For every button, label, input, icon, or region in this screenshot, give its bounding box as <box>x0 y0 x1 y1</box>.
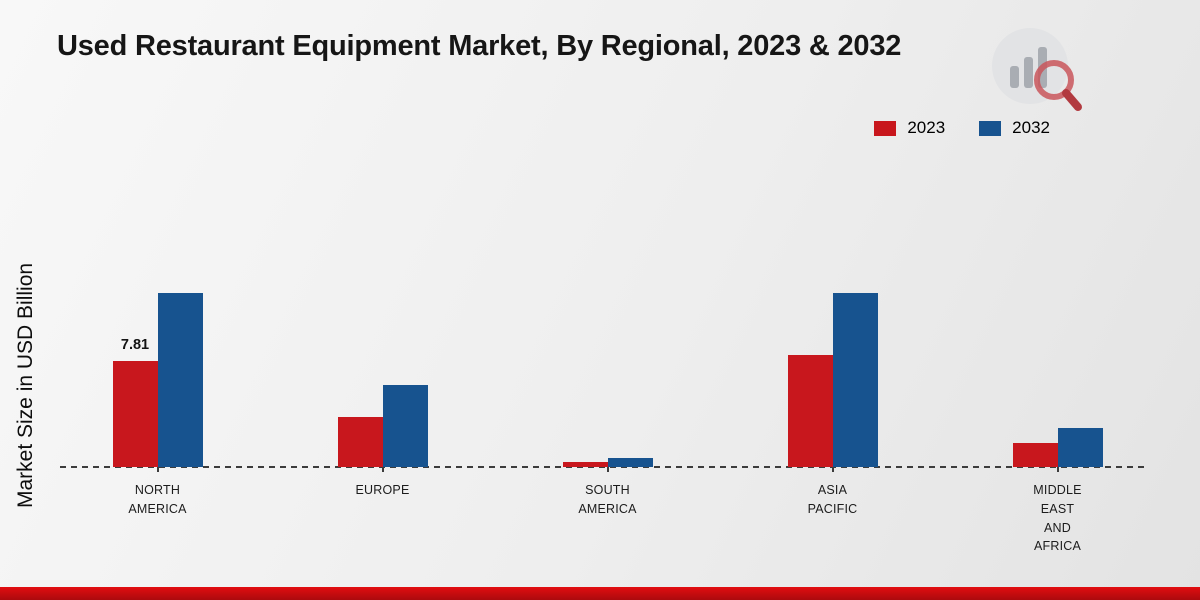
bar-pair-europe <box>337 167 428 467</box>
legend-label-2032: 2032 <box>1012 118 1050 137</box>
axis-tick <box>381 467 384 472</box>
bar-2032-south-america <box>607 458 653 467</box>
bar-groups: 7.81 NORTH AMERICA EUROPE SOUTH AMERICA ASIA PA… <box>45 167 1170 556</box>
bar-pair-asia-pacific <box>787 167 878 467</box>
bar-pair-south-america <box>562 167 653 467</box>
axis-tick <box>156 467 159 472</box>
bar-2032-middle-east-and-africa <box>1057 428 1103 467</box>
bar-group-asia-pacific: ASIA PACIFIC <box>720 167 945 556</box>
category-label-europe: EUROPE <box>355 483 410 497</box>
brand-logo <box>992 28 1082 111</box>
bar-2023-europe <box>337 417 383 467</box>
legend-swatch-2023 <box>874 120 897 136</box>
bar-2023-middle-east-and-africa <box>1012 442 1058 467</box>
chart-title: Used Restaurant Equipment Market, By Reg… <box>57 30 902 62</box>
category-label-asia-pacific: ASIA PACIFIC <box>807 483 858 516</box>
bar-pair-north-america: 7.81 <box>112 167 203 467</box>
x-axis-baseline <box>60 466 1148 468</box>
bar-group-europe: EUROPE <box>270 167 495 556</box>
magnifier-icon <box>1034 60 1074 100</box>
bar-2023-south-america <box>562 462 608 467</box>
magnifier-handle-icon <box>1062 89 1082 111</box>
axis-tick <box>1056 467 1059 472</box>
legend-item-2023: 2023 <box>874 118 945 138</box>
bar-group-north-america: 7.81 NORTH AMERICA <box>45 167 270 556</box>
legend-swatch-2032 <box>979 120 1002 136</box>
plot-area: 7.81 NORTH AMERICA EUROPE SOUTH AMERICA ASIA PA… <box>45 167 1170 556</box>
y-axis-label: Market Size in USD Billion <box>14 262 37 508</box>
axis-tick <box>606 467 609 472</box>
footer-accent-strip <box>0 587 1200 600</box>
category-label-south-america: SOUTH AMERICA <box>578 483 637 516</box>
logo-bar-icon <box>1024 57 1033 88</box>
bar-group-south-america: SOUTH AMERICA <box>495 167 720 556</box>
category-label-middle-east-and-africa: MIDDLE EAST AND AFRICA <box>1033 483 1082 554</box>
logo-bar-icon <box>1010 66 1019 88</box>
bar-2023-asia-pacific <box>787 355 833 467</box>
category-label-north-america: NORTH AMERICA <box>128 483 187 516</box>
legend-label-2023: 2023 <box>907 118 946 137</box>
bar-2023-north-america: 7.81 <box>112 337 158 467</box>
legend-item-2032: 2032 <box>979 118 1050 138</box>
bar-2032-north-america <box>157 292 203 467</box>
bar-2032-europe <box>382 385 428 467</box>
bar-2032-asia-pacific <box>832 292 878 467</box>
bar-group-middle-east-and-africa: MIDDLE EAST AND AFRICA <box>945 167 1170 556</box>
bar-value-label: 7.81 <box>120 336 150 353</box>
bar-pair-middle-east-and-africa <box>1012 167 1103 467</box>
chart-legend: 2023 2032 <box>874 118 1050 138</box>
axis-tick <box>831 467 834 472</box>
